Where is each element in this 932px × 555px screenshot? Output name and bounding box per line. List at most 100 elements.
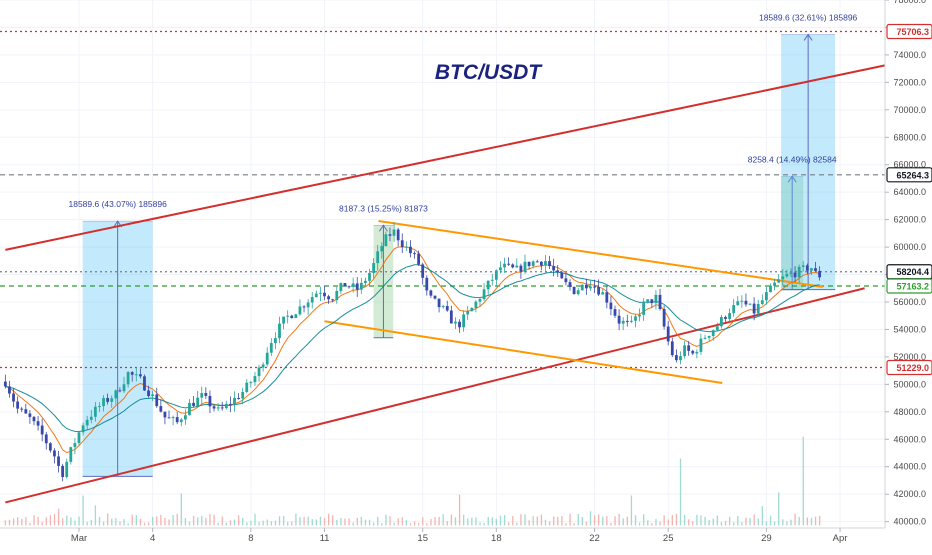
volume-bar [393, 522, 395, 526]
volume-bar [741, 522, 743, 526]
measure-left-label: 18589.6 (43.07%) 185896 [69, 199, 168, 209]
candle-body [32, 416, 36, 422]
volume-bar [8, 519, 11, 526]
candle-body [380, 246, 384, 252]
volume-bar [98, 516, 101, 526]
candle-body [85, 419, 89, 426]
level-57163-tag[interactable] [886, 278, 932, 294]
volume-bar [561, 516, 563, 526]
volume-bar [86, 521, 88, 526]
candle-body [773, 282, 776, 286]
candle-body [454, 321, 457, 324]
volume-bar [266, 519, 268, 526]
candle-body [605, 292, 609, 303]
candle-body [351, 283, 355, 287]
volume-bar [254, 513, 256, 526]
volume-bar [262, 520, 264, 526]
candle-body [519, 265, 523, 272]
volume-bar [634, 515, 637, 526]
chart-symbol-title: BTC/USDT [435, 61, 543, 84]
candle-body [617, 315, 621, 324]
candle-body [797, 266, 801, 278]
volume-bar [818, 515, 821, 526]
level-65264-tag[interactable] [886, 167, 932, 183]
candle-body [155, 394, 159, 407]
time-tick-label: 4 [150, 533, 155, 544]
volume-bar [532, 516, 534, 526]
volume-bar [373, 522, 375, 526]
upper-wedge-line[interactable] [378, 220, 824, 288]
volume-bar [745, 517, 747, 526]
volume-bar [315, 519, 318, 526]
volume-bar [180, 493, 182, 526]
volume-bar [327, 513, 330, 526]
candle-body [339, 283, 343, 291]
volume-bar [569, 513, 571, 526]
upper-channel-line[interactable] [5, 63, 890, 251]
candle-body [715, 326, 719, 331]
candle-body [568, 282, 572, 287]
volume-bar [450, 514, 453, 526]
time-axis-panel[interactable] [0, 528, 932, 550]
volume-bar [606, 516, 608, 526]
candle-body [781, 276, 785, 280]
volume-bar [90, 520, 92, 526]
candle-body [102, 397, 105, 407]
volume-bar [176, 513, 178, 526]
level-75706-tag[interactable] [886, 23, 932, 40]
candle-body [388, 234, 392, 236]
candle-body [494, 270, 498, 280]
volume-bar [655, 518, 657, 526]
volume-bar [135, 515, 137, 526]
candle-body [474, 301, 478, 308]
volume-bar [250, 520, 252, 526]
volume-bar [458, 494, 461, 526]
candle-body [151, 394, 155, 397]
candle-body [613, 309, 617, 316]
candle-body [143, 376, 146, 391]
volume-bar [74, 520, 76, 526]
volume-bar [786, 521, 788, 526]
volume-bar [139, 518, 142, 526]
volume-bar [356, 517, 358, 526]
candle-body [179, 419, 183, 423]
candle-body [409, 246, 412, 254]
lower-wedge-line[interactable] [324, 320, 723, 384]
volume-bar [205, 517, 207, 526]
candle-body [732, 305, 736, 314]
level-51229-tag[interactable] [886, 359, 932, 376]
candle-body [249, 382, 253, 384]
volume-bar [25, 517, 27, 526]
candle-body [384, 234, 388, 247]
candle-body [810, 268, 813, 271]
candle-body [220, 407, 224, 409]
candle-body [769, 285, 772, 293]
volume-bar [282, 515, 285, 526]
candle-body [584, 284, 588, 289]
candle-body [728, 313, 731, 319]
candle-body [20, 408, 24, 410]
volume-bar [389, 516, 391, 526]
candle-body [580, 284, 584, 291]
price-tick-label: 56000.0 [893, 297, 926, 307]
volume-bar [78, 516, 80, 526]
candle-body [556, 270, 560, 273]
volume-bar [172, 514, 174, 526]
candle-body [98, 406, 101, 408]
candle-body [666, 326, 670, 342]
candle-body [28, 413, 32, 417]
candle-body [564, 278, 568, 283]
volume-bar [491, 517, 493, 526]
volume-bar [683, 514, 686, 526]
volume-bar [430, 519, 432, 526]
measure-right-big-label: 18589.6 (32.61%) 185896 [759, 12, 858, 22]
candle-body [138, 374, 142, 377]
volume-bar [516, 522, 518, 526]
volume-bar [769, 515, 772, 526]
volume-bar [679, 458, 682, 526]
candle-body [159, 406, 163, 412]
volume-bar [33, 515, 35, 526]
candle-body [224, 403, 228, 409]
